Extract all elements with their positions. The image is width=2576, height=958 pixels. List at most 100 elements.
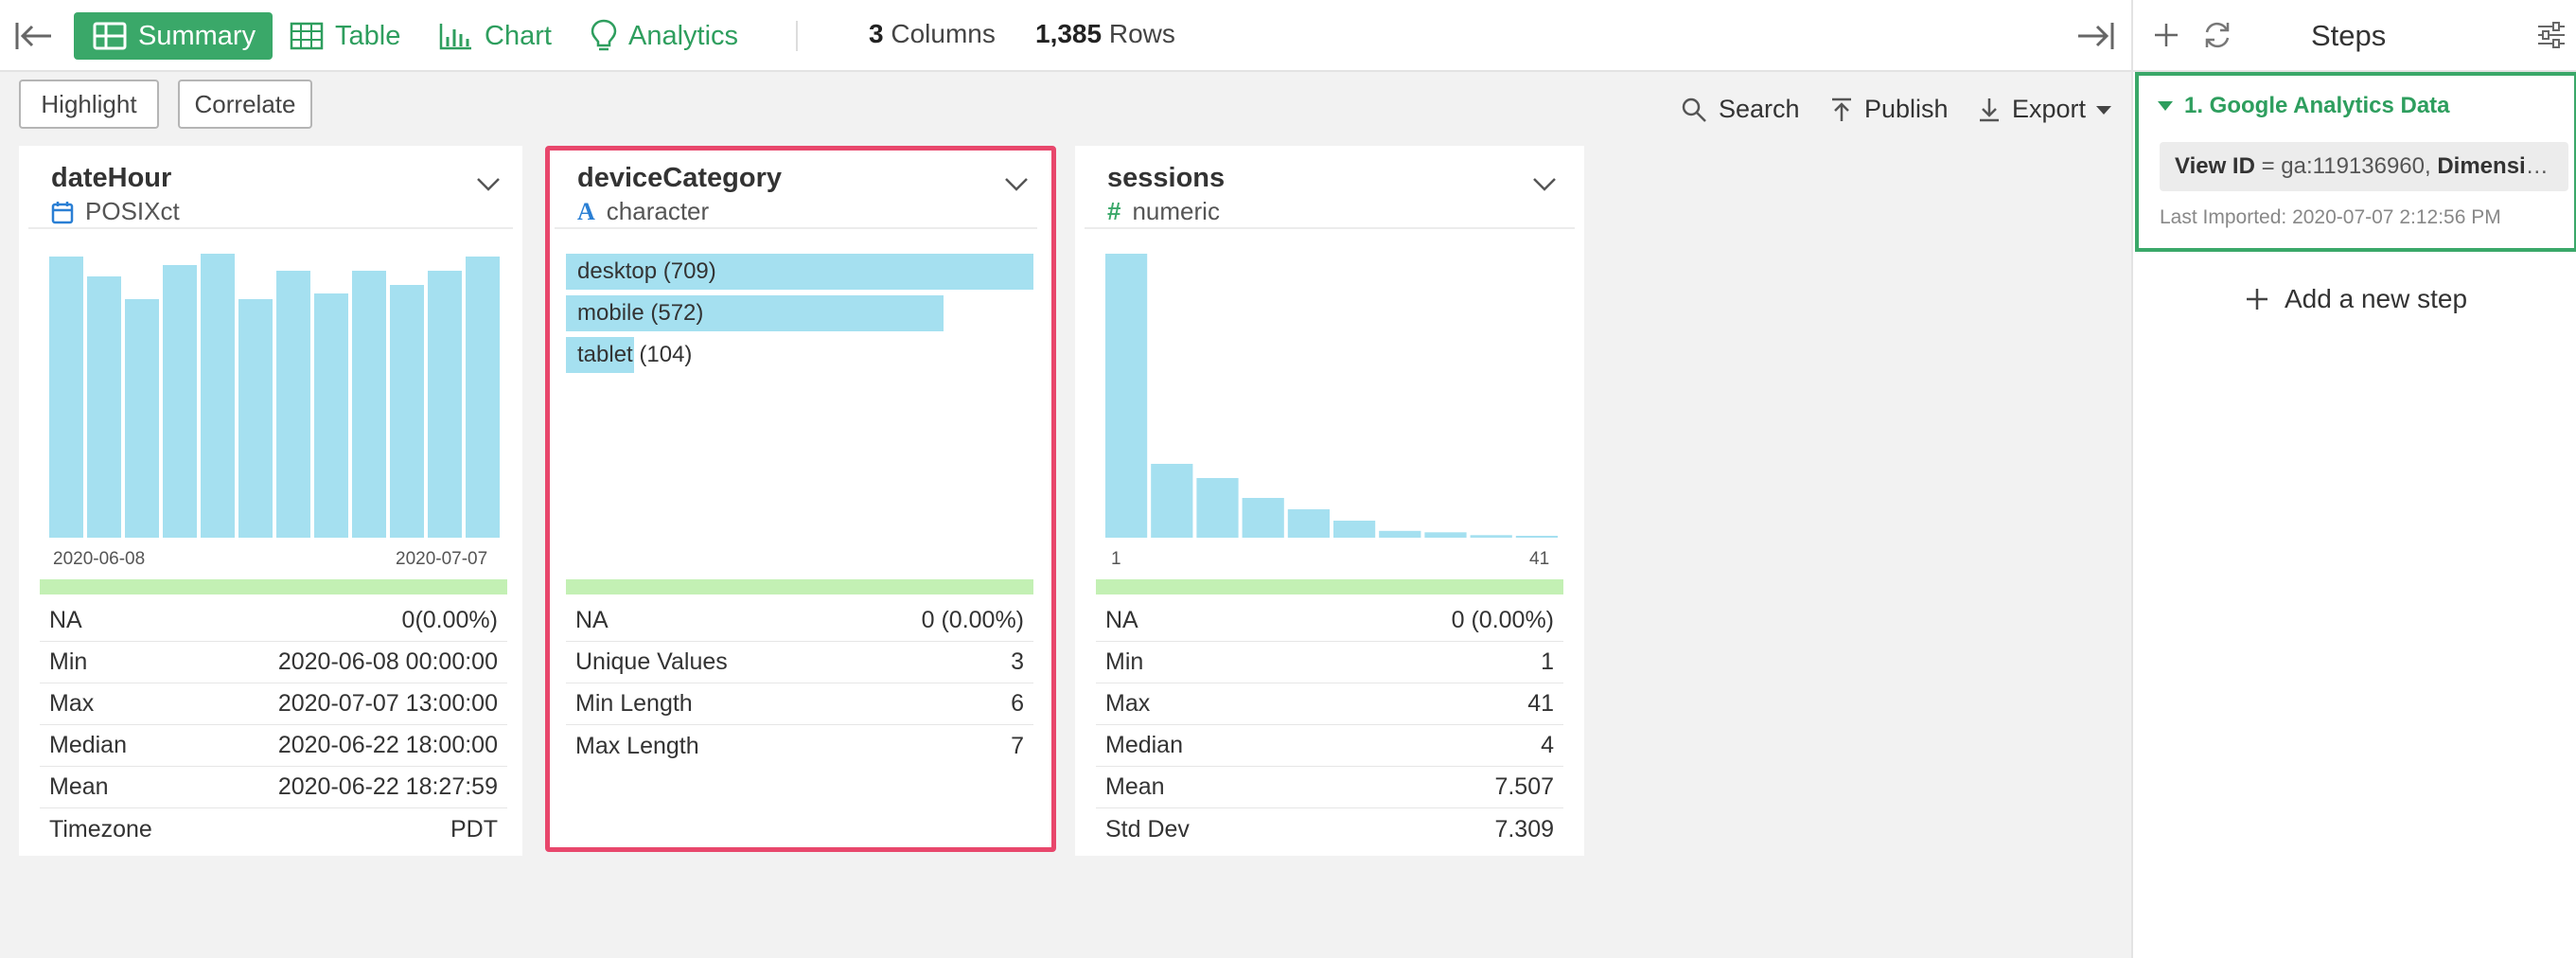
histogram-bar[interactable] [428,271,462,538]
stat-row: Mean 2020-06-22 18:27:59 [40,767,507,808]
collapse-left-icon[interactable] [13,17,55,55]
text-a-icon: A [577,197,595,225]
step-card-google-analytics[interactable]: 1. Google Analytics Data View ID = ga:11… [2135,72,2576,252]
download-icon [1980,98,1999,121]
stat-row: Max 41 [1096,683,1563,725]
axis-max-label: 41 [1529,549,1550,569]
step-last-imported: Last Imported: 2020-07-07 2:12:56 PM [2160,206,2501,228]
publish-button[interactable]: Publish [1830,95,1949,124]
steps-panel: Steps 1. Google Analytics Data View ID =… [2131,0,2576,958]
histogram-bar[interactable] [466,257,500,538]
histogram-bar[interactable] [1242,498,1284,538]
histogram-bar[interactable] [276,271,310,538]
stat-row: NA 0(0.00%) [40,600,507,642]
export-button[interactable]: Export [1978,95,2112,124]
stat-row: Unique Values 3 [566,642,1033,683]
lightbulb-icon [591,19,617,51]
histogram-bar[interactable] [1424,532,1467,538]
column-card-datehour[interactable]: dateHour POSIXct 2020-06-08 2020-07-07 N… [19,146,522,856]
category-label: mobile (572) [577,300,704,326]
category-label: tablet (104) [577,342,693,367]
divider [555,227,1037,229]
divider [1085,227,1575,229]
chevron-down-icon[interactable] [475,174,502,193]
stat-row: NA 0 (0.00%) [1096,600,1563,642]
column-type: POSIXct [51,197,180,226]
axis-min-label: 2020-06-08 [53,549,146,569]
histogram-bar[interactable] [49,257,83,538]
column-type: A character [577,197,710,225]
search-icon [1682,98,1706,122]
collapse-right-icon[interactable] [2074,17,2116,55]
search-label: Search [1719,95,1800,123]
stat-row: Median 2020-06-22 18:00:00 [40,725,507,767]
caret-down-icon [2096,105,2112,115]
stat-row: Min 1 [1096,642,1563,683]
tab-label: Summary [138,20,256,51]
histogram-bar[interactable] [1515,536,1558,538]
step-description[interactable]: View ID = ga:119136960, Dimensions [2160,142,2568,191]
category-bar-mobile[interactable] [566,295,944,331]
stat-row: Std Dev 7.309 [1105,815,1554,843]
stat-row: Timezone PDT [49,815,498,843]
stats-table: NA 0(0.00%) Min 2020-06-08 00:00:00 Max 202… [40,600,507,850]
column-card-devicecategory[interactable]: deviceCategory A character desktop (709)… [545,146,1056,852]
add-step-button[interactable]: Add a new step [2245,284,2467,314]
histogram-bar[interactable] [1333,521,1376,538]
histogram-bar[interactable] [1379,530,1421,538]
steps-header: Steps [2133,0,2576,72]
histogram-bar[interactable] [352,271,386,538]
na-indicator-bar [566,579,1033,594]
stat-row: Max Length 7 [575,732,1024,759]
stat-row: Min Length 6 [566,683,1033,725]
columns-count: 3 Columns [869,19,996,48]
stat-row: NA 0 (0.00%) [566,600,1033,642]
stats-table: NA 0 (0.00%) Unique Values 3 Min Length 6 M… [566,600,1033,767]
tab-table[interactable]: Table [290,12,400,60]
plus-icon [2247,289,2267,310]
highlight-button[interactable]: Highlight [19,80,159,129]
axis-max-label: 2020-07-07 [396,549,488,569]
stats-table: NA 0 (0.00%) Min 1 Max 41 Median 4 Mean 7.507… [1096,600,1563,850]
step-title[interactable]: 1. Google Analytics Data [2158,93,2450,119]
plus-icon[interactable] [2152,21,2180,49]
bar-chart-icon [439,24,471,50]
histogram-bar[interactable] [1470,535,1512,538]
na-indicator-bar [1096,579,1563,594]
tab-label: Chart [485,20,552,51]
refresh-icon[interactable] [2201,19,2233,51]
histogram-bar[interactable] [390,285,424,538]
tab-summary[interactable]: Summary [74,12,273,60]
upload-icon [1832,98,1851,121]
tab-label: Table [335,20,401,51]
category-label: desktop (709) [577,258,716,284]
correlate-button[interactable]: Correlate [178,80,312,129]
stat-row: Max 2020-07-07 13:00:00 [40,683,507,725]
category-bar-desktop[interactable] [566,254,1033,290]
histogram-bar[interactable] [87,276,121,538]
histogram-bar[interactable] [1105,254,1148,538]
category-bar-tablet[interactable] [566,337,634,373]
chevron-down-icon[interactable] [1531,174,1558,193]
column-card-sessions[interactable]: sessions # numeric 1 41 NA 0 (0.00%) Min 1… [1075,146,1584,856]
histogram-bar[interactable] [201,254,235,538]
histogram-bar[interactable] [238,299,273,538]
histogram-bar[interactable] [163,265,197,538]
calendar-icon [51,201,74,223]
histogram-bar[interactable] [1151,464,1193,538]
histogram-datehour [49,254,500,538]
chevron-down-icon[interactable] [1003,174,1030,193]
grid-icon [93,22,127,50]
top-toolbar: Summary Table Chart Analytics 3 Column [0,0,2131,72]
histogram-bar[interactable] [314,293,348,538]
column-name: deviceCategory [577,163,782,193]
search-button[interactable]: Search [1681,95,1800,124]
histogram-bar[interactable] [1196,478,1239,538]
toolbar-divider [796,21,798,51]
histogram-bar[interactable] [1287,509,1330,538]
histogram-bar[interactable] [125,299,159,538]
column-name: sessions [1107,163,1226,193]
sliders-icon[interactable] [2536,21,2567,49]
tab-analytics[interactable]: Analytics [591,12,738,60]
tab-chart[interactable]: Chart [439,12,552,60]
